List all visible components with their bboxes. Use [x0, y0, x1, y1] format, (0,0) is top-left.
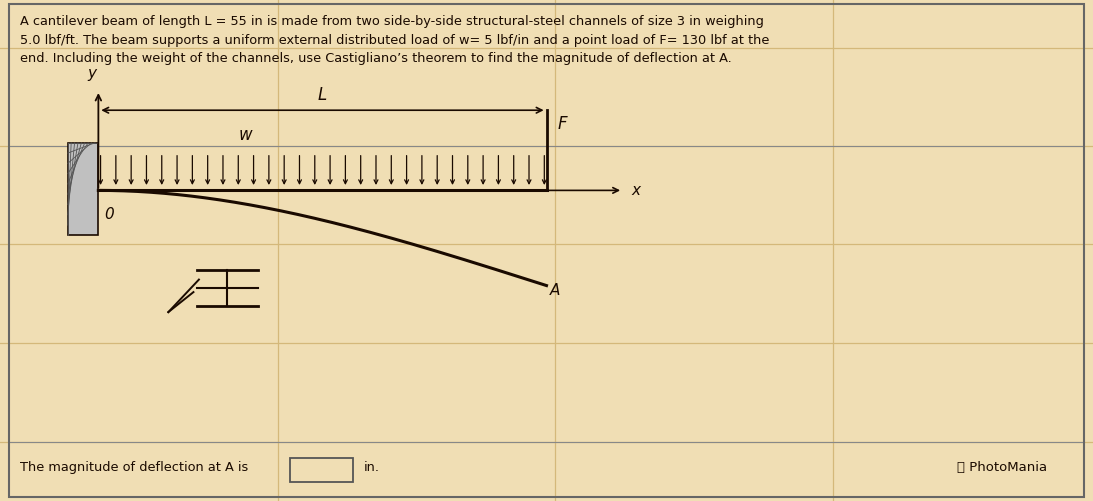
Text: A: A [550, 283, 560, 298]
Text: w: w [238, 126, 251, 144]
Bar [290, 458, 353, 482]
Text: y: y [87, 66, 96, 81]
Text: in.: in. [364, 461, 380, 474]
Bar [68, 143, 98, 235]
Text: 🌐 PhotoMania: 🌐 PhotoMania [957, 461, 1047, 474]
Text: A cantilever beam of length L = 55 in is made from two side-by-side structural-s: A cantilever beam of length L = 55 in is… [20, 15, 769, 65]
Text: The magnitude of deflection at A is: The magnitude of deflection at A is [20, 461, 248, 474]
Text: L: L [318, 86, 327, 104]
Text: x: x [632, 183, 640, 198]
Text: 0: 0 [104, 207, 114, 222]
Text: F: F [557, 115, 567, 133]
